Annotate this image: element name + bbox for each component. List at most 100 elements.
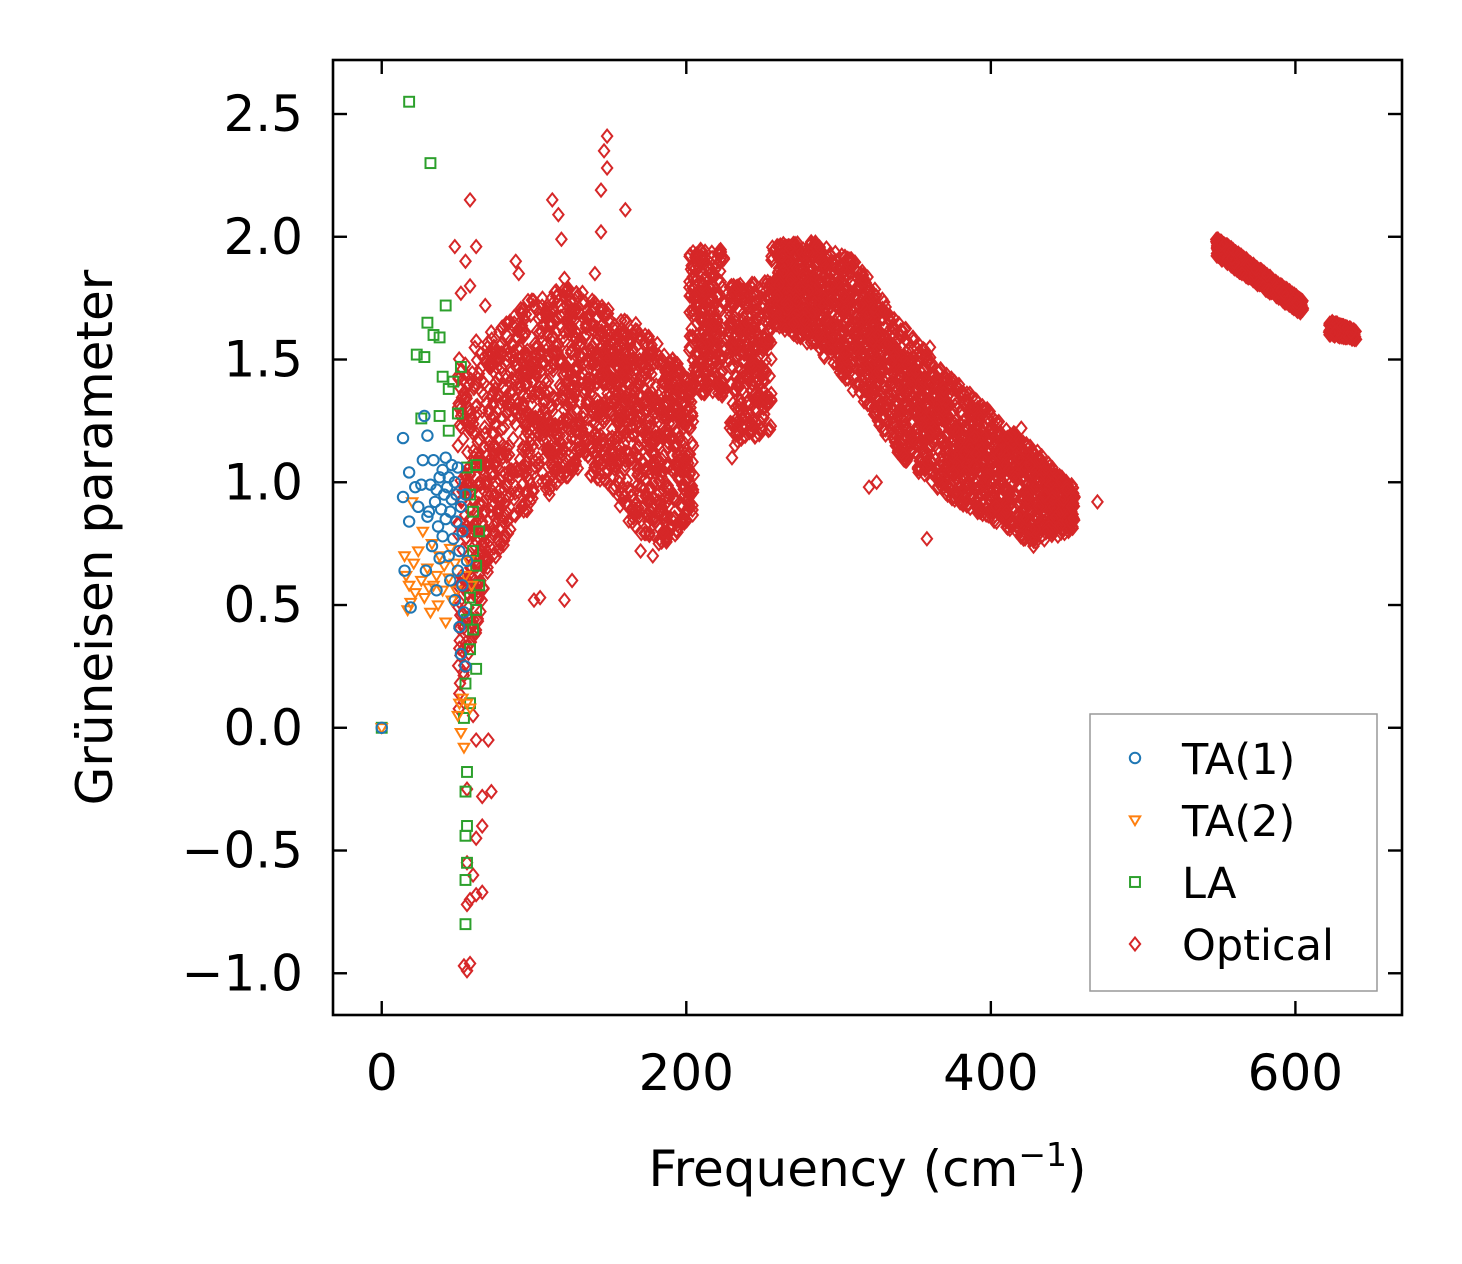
optical-band-point — [641, 386, 654, 403]
optical-band-point — [691, 251, 705, 268]
optical-band-point — [661, 477, 675, 494]
optical-band-point — [830, 356, 844, 373]
optical-band-point — [899, 373, 913, 390]
optical-band-point — [940, 412, 953, 429]
optical-band-point — [515, 354, 529, 371]
optical-band-point — [642, 413, 656, 430]
optical-band-point — [490, 458, 504, 476]
optical-band-point — [825, 325, 839, 343]
optical-band-point — [989, 491, 1003, 508]
optical-band-point — [740, 299, 754, 316]
optical-band-point — [536, 432, 550, 449]
optical-band-point — [685, 434, 699, 452]
series-optical — [448, 128, 1363, 979]
optical-band-point — [989, 498, 1003, 515]
optical-band-point — [496, 410, 510, 427]
optical-band-point — [623, 392, 637, 409]
optical-band-point — [522, 471, 536, 488]
optical-band-point — [645, 384, 659, 401]
optical-band-point — [604, 363, 618, 380]
optical-band-point — [989, 484, 1002, 501]
optical-band-point — [690, 315, 704, 332]
optical-band-point — [652, 427, 666, 445]
optical-band-point — [516, 320, 530, 338]
optical-band-point — [756, 336, 770, 353]
optical-band-point — [519, 363, 533, 380]
optical-band-point — [714, 273, 728, 290]
optical-band-point — [906, 431, 920, 448]
optical-band-point — [901, 334, 915, 351]
optical-band-point — [472, 365, 486, 382]
optical-band-point — [748, 428, 762, 446]
optical-band-point — [761, 422, 775, 439]
optical-band-point — [593, 408, 607, 425]
optical-band-point — [451, 437, 465, 454]
optical-band-point — [629, 315, 643, 332]
optical-band-point — [689, 294, 703, 311]
optical-band-point — [531, 358, 545, 375]
optical-band-point — [668, 509, 682, 526]
optical-band-point — [812, 295, 826, 313]
optical-band-point — [614, 348, 628, 365]
optical-band-point — [593, 471, 607, 489]
optical-band-point — [624, 419, 638, 436]
optical-band-point — [867, 285, 881, 302]
optical-band-point — [869, 377, 883, 395]
optical-band-point — [1060, 479, 1074, 496]
optical-band-point — [683, 385, 697, 402]
optical-band-point — [582, 370, 596, 387]
optical-band-point — [468, 537, 482, 554]
optical-band-point — [889, 378, 903, 395]
optical-band-point — [858, 272, 872, 289]
optical-band-point — [986, 452, 1000, 469]
optical-band-point — [732, 374, 746, 391]
optical-band-point — [652, 485, 666, 502]
optical-band-point — [900, 408, 914, 426]
optical-band-point — [883, 408, 897, 425]
optical-band-point — [689, 246, 703, 263]
optical-band-point — [861, 364, 875, 382]
optical-band-point — [592, 358, 606, 375]
optical-band-point — [460, 444, 474, 461]
optical-band-point — [674, 379, 688, 396]
optical-band-point — [921, 447, 935, 464]
optical-band-point — [695, 277, 709, 294]
optical-band-point — [634, 478, 648, 495]
optical-band-point — [932, 441, 946, 458]
optical-band-point — [895, 369, 909, 386]
optical-band-point — [999, 504, 1013, 521]
optical-band-point — [575, 284, 589, 301]
optical-band-point — [615, 486, 629, 503]
optical-band-point — [825, 294, 839, 311]
optical-band-point — [931, 363, 945, 380]
optical-band-point — [481, 564, 495, 581]
optical-band-point — [725, 422, 739, 439]
optical-band-point — [453, 416, 467, 433]
optical-band-point — [560, 410, 574, 427]
optical-band-point — [1018, 437, 1032, 454]
optical-band-point — [473, 474, 487, 491]
optical-band-point — [876, 360, 890, 377]
optical-band-point — [754, 320, 768, 337]
optical-band-point — [697, 384, 711, 401]
optical-band-point — [556, 367, 570, 384]
optical-band-point — [689, 288, 703, 305]
optical-band-point — [667, 416, 681, 433]
optical-band-point — [828, 297, 842, 314]
optical-band-point — [560, 343, 574, 361]
optical-band-point — [837, 288, 851, 305]
optical-band-point — [708, 352, 722, 369]
optical-band-point — [676, 447, 690, 465]
optical-band-point — [793, 280, 807, 297]
optical-band-point — [891, 331, 905, 348]
optical-band-point — [1030, 475, 1044, 492]
optical-band-point — [575, 348, 589, 365]
optical-band-point — [877, 399, 891, 416]
optical-band-point — [906, 329, 920, 346]
optical-band-point — [952, 432, 966, 450]
optical-band-point — [673, 434, 687, 451]
optical-band-point — [536, 415, 550, 432]
optical-band-point — [484, 324, 498, 341]
optical-band-point — [597, 367, 611, 384]
optical-band-point — [518, 428, 532, 445]
